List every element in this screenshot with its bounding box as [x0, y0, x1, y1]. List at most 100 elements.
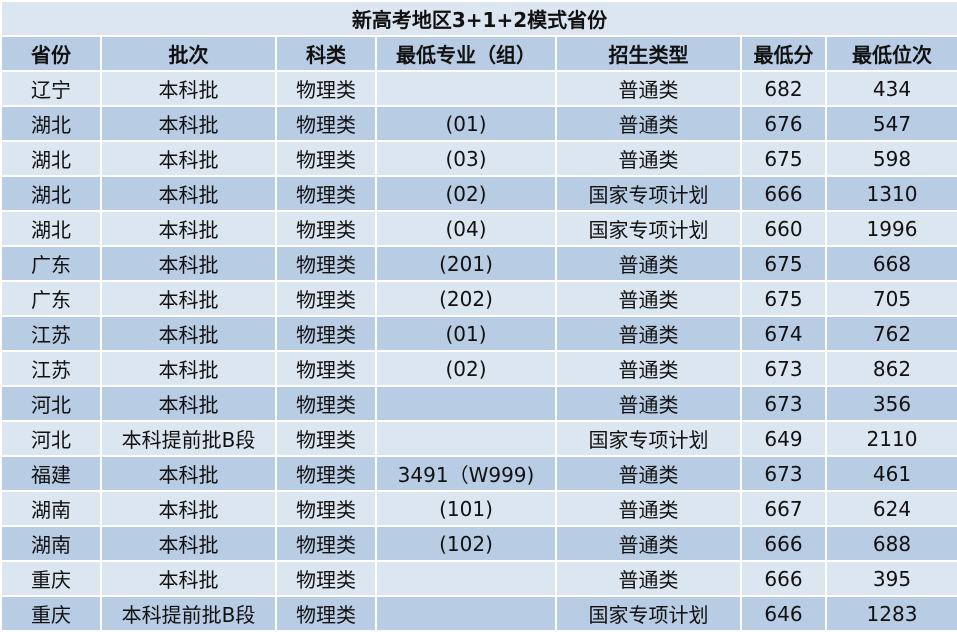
cell-min-rank: 2110	[824, 420, 957, 457]
cell-min-score: 676	[740, 105, 827, 142]
header-batch: 批次	[100, 35, 277, 72]
cell-enrollment-type: 普通类	[555, 350, 742, 387]
cell-min-score: 675	[740, 280, 827, 317]
cell-enrollment-type: 国家专项计划	[555, 210, 742, 247]
cell-enrollment-type: 普通类	[555, 525, 742, 562]
cell-min-rank: 356	[824, 385, 957, 422]
cell-min-rank: 547	[824, 105, 957, 142]
cell-min-major-group: (03)	[375, 140, 557, 177]
table-row: 河北 本科批 物理类 普通类 673 356	[0, 385, 957, 422]
cell-batch: 本科批	[100, 490, 277, 527]
table-row: 广东 本科批 物理类 (202) 普通类 675 705	[0, 280, 957, 317]
cell-min-score: 646	[740, 595, 827, 632]
cell-batch: 本科提前批B段	[100, 420, 277, 457]
cell-min-score: 660	[740, 210, 827, 247]
cell-province: 河北	[0, 420, 102, 457]
cell-min-score: 673	[740, 385, 827, 422]
cell-min-score: 649	[740, 420, 827, 457]
table-row: 江苏 本科批 物理类 (01) 普通类 674 762	[0, 315, 957, 352]
table-row: 重庆 本科提前批B段 物理类 国家专项计划 646 1283	[0, 595, 957, 632]
cell-min-score: 666	[740, 560, 827, 597]
cell-min-score: 673	[740, 350, 827, 387]
cell-province: 湖南	[0, 525, 102, 562]
table-row: 河北 本科提前批B段 物理类 国家专项计划 649 2110	[0, 420, 957, 457]
cell-province: 湖北	[0, 105, 102, 142]
cell-min-rank: 461	[824, 455, 957, 492]
header-min-score: 最低分	[740, 35, 827, 72]
cell-min-major-group: (102)	[375, 525, 557, 562]
cell-enrollment-type: 普通类	[555, 455, 742, 492]
header-enrollment-type: 招生类型	[555, 35, 742, 72]
cell-province: 广东	[0, 280, 102, 317]
cell-min-major-group	[375, 385, 557, 422]
table-row: 江苏 本科批 物理类 (02) 普通类 673 862	[0, 350, 957, 387]
cell-province: 辽宁	[0, 70, 102, 107]
cell-batch: 本科批	[100, 385, 277, 422]
cell-enrollment-type: 普通类	[555, 560, 742, 597]
cell-min-score: 673	[740, 455, 827, 492]
cell-enrollment-type: 普通类	[555, 140, 742, 177]
cell-min-rank: 705	[824, 280, 957, 317]
cell-min-major-group: (04)	[375, 210, 557, 247]
cell-min-rank: 1310	[824, 175, 957, 212]
cell-subject-type: 物理类	[275, 245, 377, 282]
cell-batch: 本科提前批B段	[100, 595, 277, 632]
cell-min-rank: 762	[824, 315, 957, 352]
cell-min-score: 675	[740, 140, 827, 177]
header-subject-type: 科类	[275, 35, 377, 72]
cell-province: 广东	[0, 245, 102, 282]
cell-min-rank: 1996	[824, 210, 957, 247]
table-row: 福建 本科批 物理类 3491（W999) 普通类 673 461	[0, 455, 957, 492]
table-row: 湖南 本科批 物理类 (101) 普通类 667 624	[0, 490, 957, 527]
cell-min-major-group: (202)	[375, 280, 557, 317]
cell-min-score: 675	[740, 245, 827, 282]
cell-enrollment-type: 国家专项计划	[555, 595, 742, 632]
cell-min-major-group: (201)	[375, 245, 557, 282]
cell-min-major-group: (01)	[375, 105, 557, 142]
cell-subject-type: 物理类	[275, 70, 377, 107]
cell-province: 江苏	[0, 315, 102, 352]
cell-batch: 本科批	[100, 280, 277, 317]
cell-min-rank: 1283	[824, 595, 957, 632]
cell-min-rank: 395	[824, 560, 957, 597]
cell-min-major-group: 3491（W999)	[375, 455, 557, 492]
cell-batch: 本科批	[100, 525, 277, 562]
table-row: 湖北 本科批 物理类 (03) 普通类 675 598	[0, 140, 957, 177]
header-row: 省份 批次 科类 最低专业（组） 招生类型 最低分 最低位次	[0, 35, 957, 72]
cell-subject-type: 物理类	[275, 595, 377, 632]
cell-min-major-group: (02)	[375, 175, 557, 212]
cell-subject-type: 物理类	[275, 560, 377, 597]
header-min-rank: 最低位次	[824, 35, 957, 72]
cell-enrollment-type: 普通类	[555, 315, 742, 352]
cell-min-score: 666	[740, 175, 827, 212]
cell-batch: 本科批	[100, 70, 277, 107]
cell-province: 重庆	[0, 595, 102, 632]
cell-subject-type: 物理类	[275, 385, 377, 422]
cell-min-major-group: (01)	[375, 315, 557, 352]
cell-min-rank: 434	[824, 70, 957, 107]
table-title: 新高考地区3+1+2模式省份	[0, 0, 957, 37]
cell-min-score: 667	[740, 490, 827, 527]
table-row: 广东 本科批 物理类 (201) 普通类 675 668	[0, 245, 957, 282]
cell-batch: 本科批	[100, 455, 277, 492]
cell-min-rank: 668	[824, 245, 957, 282]
cell-batch: 本科批	[100, 350, 277, 387]
table-row: 湖北 本科批 物理类 (02) 国家专项计划 666 1310	[0, 175, 957, 212]
cell-enrollment-type: 普通类	[555, 385, 742, 422]
cell-min-rank: 624	[824, 490, 957, 527]
header-province: 省份	[0, 35, 102, 72]
cell-batch: 本科批	[100, 105, 277, 142]
cell-min-major-group	[375, 70, 557, 107]
cell-enrollment-type: 普通类	[555, 105, 742, 142]
cell-subject-type: 物理类	[275, 105, 377, 142]
cell-province: 江苏	[0, 350, 102, 387]
cell-subject-type: 物理类	[275, 525, 377, 562]
cell-enrollment-type: 普通类	[555, 70, 742, 107]
cell-enrollment-type: 普通类	[555, 245, 742, 282]
cell-min-rank: 862	[824, 350, 957, 387]
cell-province: 湖南	[0, 490, 102, 527]
cell-province: 湖北	[0, 140, 102, 177]
cell-subject-type: 物理类	[275, 315, 377, 352]
cell-batch: 本科批	[100, 245, 277, 282]
cell-min-score: 674	[740, 315, 827, 352]
